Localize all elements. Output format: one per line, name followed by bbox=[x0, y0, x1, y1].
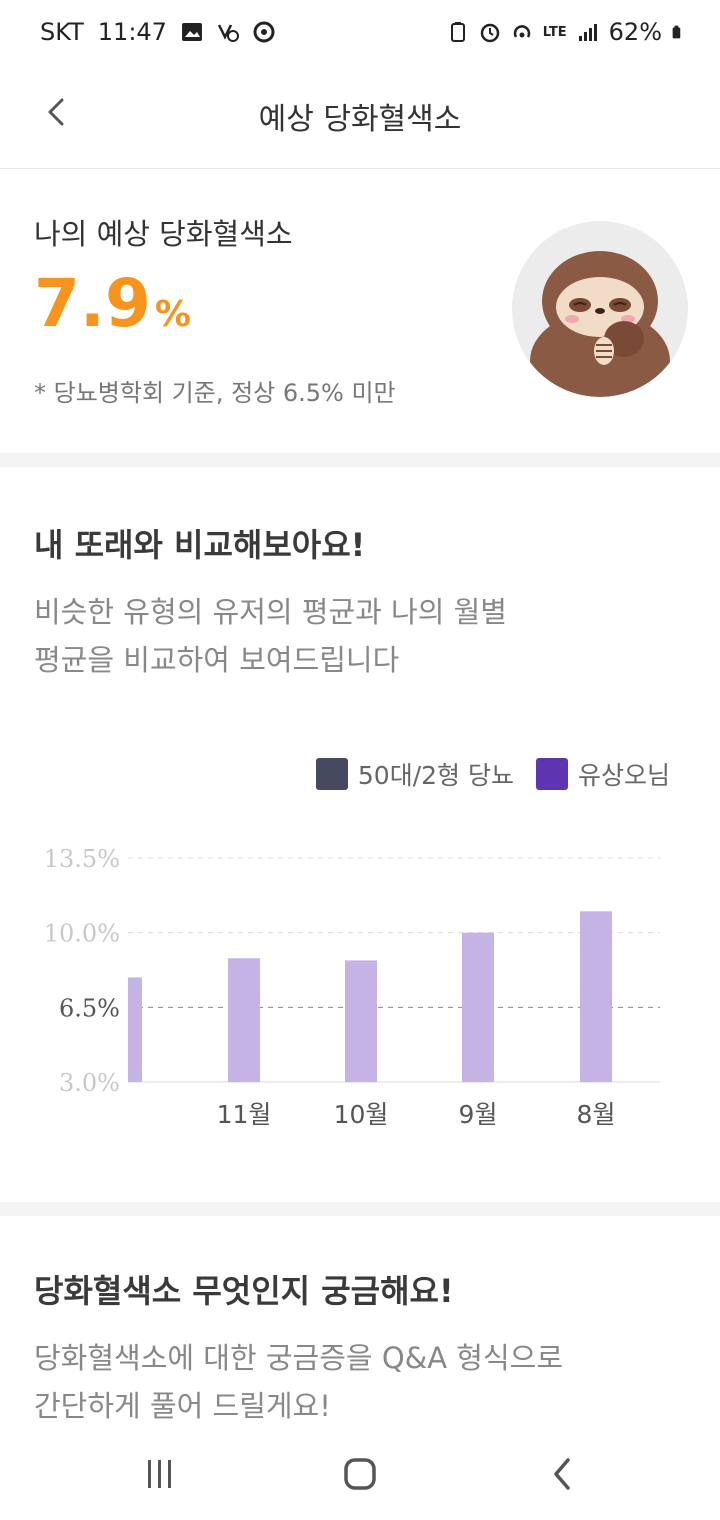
hotspot-icon bbox=[513, 25, 530, 38]
alarm-icon bbox=[480, 23, 500, 43]
bar-8월 bbox=[580, 911, 612, 1082]
legend-swatch-user bbox=[535, 758, 568, 790]
sloth-character-icon bbox=[530, 251, 670, 397]
chevron-left-icon[interactable] bbox=[38, 92, 78, 132]
compare-desc-line1: 비슷한 유형의 유저의 평균과 나의 월별 bbox=[34, 595, 507, 629]
x-tick-label: 9월 bbox=[459, 1100, 498, 1129]
bar-9월 bbox=[462, 932, 494, 1082]
hba1c-note: * 당뇨병학회 기준, 정상 6.5% 미만 bbox=[34, 379, 396, 407]
hba1c-card: 나의 예상 당화혈색소 7.9% * 당뇨병학회 기준, 정상 6.5% 미만 bbox=[0, 169, 720, 453]
bar-partial bbox=[128, 977, 142, 1082]
y-tick-label: 10.0% bbox=[44, 920, 120, 948]
x-tick-label: 8월 bbox=[577, 1100, 616, 1129]
battery-saver-icon bbox=[450, 22, 465, 42]
chart-legend: 50대/2형 당뇨 유상오님 bbox=[315, 756, 670, 792]
y-tick-label: 3.0% bbox=[59, 1069, 120, 1097]
notification-icon bbox=[217, 24, 239, 42]
qa-desc-line2: 간단하게 풀어 드릴게요! bbox=[34, 1389, 331, 1423]
legend-label-peer: 50대/2형 당뇨 bbox=[357, 761, 514, 790]
page-title: 예상 당화혈색소 bbox=[258, 102, 462, 137]
carrier-label: SKT bbox=[40, 18, 84, 46]
bar-10월 bbox=[345, 960, 377, 1082]
x-tick-label: 11월 bbox=[217, 1100, 272, 1129]
battery-icon bbox=[672, 25, 681, 39]
compare-title: 내 또래와 비교해보아요! bbox=[34, 526, 366, 564]
section-divider bbox=[0, 453, 720, 467]
legend-label-user: 유상오님 bbox=[577, 761, 670, 790]
avatar bbox=[512, 221, 688, 397]
network-type: LTE bbox=[542, 24, 567, 40]
qa-desc-line1: 당화혈색소에 대한 궁금증을 Q&A 형식으로 bbox=[34, 1341, 564, 1375]
qa-title[interactable]: 당화혈색소 무엇인지 궁금해요! bbox=[34, 1272, 454, 1310]
bar-11월 bbox=[228, 958, 260, 1082]
hba1c-label: 나의 예상 당화혈색소 bbox=[34, 217, 293, 251]
signal-icon bbox=[578, 24, 597, 41]
y-tick-label: 13.5% bbox=[44, 845, 120, 873]
legend-item-user: 유상오님 bbox=[535, 756, 670, 792]
recents-icon[interactable] bbox=[140, 1454, 180, 1494]
nav-back-icon[interactable] bbox=[544, 1454, 584, 1494]
app-header: 예상 당화혈색소 bbox=[0, 68, 720, 169]
y-tick-label: 6.5% bbox=[59, 994, 120, 1022]
legend-swatch-peer bbox=[315, 758, 348, 790]
x-tick-label: 10월 bbox=[334, 1100, 389, 1129]
section-divider bbox=[0, 1202, 720, 1216]
legend-item-peer: 50대/2형 당뇨 bbox=[315, 756, 514, 792]
status-bar: SKT 11:47 LTE 62% bbox=[0, 0, 720, 68]
hba1c-number: 7.9 bbox=[34, 265, 151, 342]
compare-desc-line2: 평균을 비교하여 보여드립니다 bbox=[34, 643, 400, 677]
clock: 11:47 bbox=[97, 18, 167, 46]
hba1c-unit: % bbox=[154, 294, 191, 335]
gallery-icon bbox=[181, 23, 202, 41]
battery-percent: 62% bbox=[608, 18, 662, 46]
hba1c-bar-chart: 13.5% 10.0% 6.5% 3.0% 11월 10월 9월 8월 bbox=[44, 845, 660, 1129]
system-nav-bar bbox=[0, 1430, 720, 1520]
qa-description: 당화혈색소에 대한 궁금증을 Q&A 형식으로 간단하게 풀어 드릴게요! bbox=[34, 1334, 563, 1430]
home-icon[interactable] bbox=[340, 1454, 380, 1494]
hba1c-value: 7.9% bbox=[34, 265, 191, 342]
app-icon bbox=[253, 21, 275, 43]
compare-description: 비슷한 유형의 유저의 평균과 나의 월별 평균을 비교하여 보여드립니다 bbox=[34, 588, 507, 684]
